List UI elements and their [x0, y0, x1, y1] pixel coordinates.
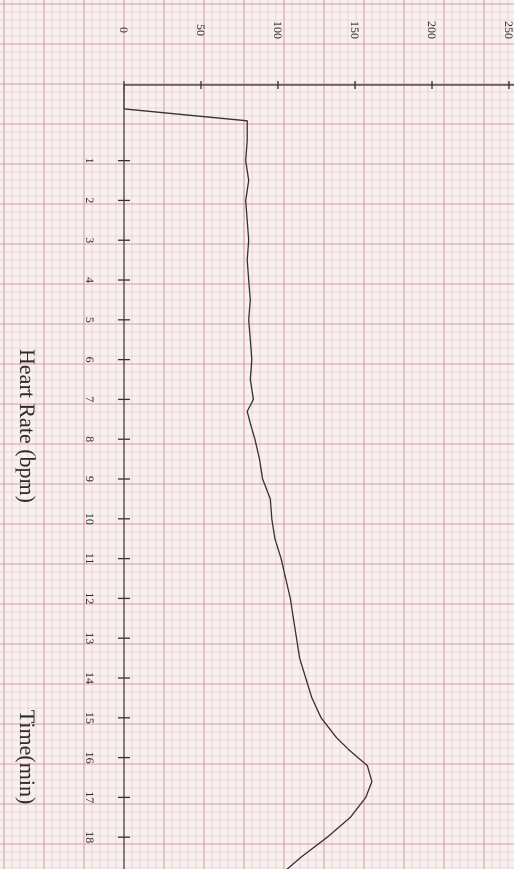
- y-axis-title: Heart Rate (bpm): [15, 349, 40, 503]
- heart-rate-series-line: [123, 85, 373, 869]
- time-tick-label: 8: [83, 436, 97, 442]
- time-tick-label: 14: [83, 672, 97, 684]
- x-axis-title: Time(min): [15, 710, 40, 805]
- time-tick-label: 17: [83, 791, 97, 803]
- time-tick-label: 2: [83, 197, 97, 203]
- time-tick-label: 1: [83, 158, 97, 164]
- heart-rate-tick-label: 250: [502, 21, 514, 39]
- heart-rate-tick-label: 200: [425, 21, 439, 39]
- time-tick-label: 13: [83, 632, 97, 644]
- chart-axes: [123, 84, 514, 869]
- time-tick-label: 9: [83, 476, 97, 482]
- time-tick-label: 15: [83, 712, 97, 724]
- time-tick-label: 16: [83, 752, 97, 764]
- heart-rate-tick-label: 150: [348, 21, 362, 39]
- heart-rate-tick-label: 50: [194, 24, 208, 36]
- time-tick-label: 11: [83, 553, 97, 565]
- time-tick-label: 6: [83, 357, 97, 363]
- heart-rate-tick-label: 0: [117, 27, 131, 33]
- time-tick-label: 5: [83, 317, 97, 323]
- time-tick-label: 4: [83, 277, 97, 283]
- time-tick-label: 10: [83, 513, 97, 525]
- heart-rate-tick-label: 100: [271, 21, 285, 39]
- time-tick-label: 3: [83, 237, 97, 243]
- chart-ticks: 0 50 100 150 200 2501234567891011121314151617…: [83, 21, 514, 843]
- time-tick-label: 18: [83, 831, 97, 843]
- time-tick-label: 7: [83, 396, 97, 402]
- time-tick-label: 12: [83, 592, 97, 604]
